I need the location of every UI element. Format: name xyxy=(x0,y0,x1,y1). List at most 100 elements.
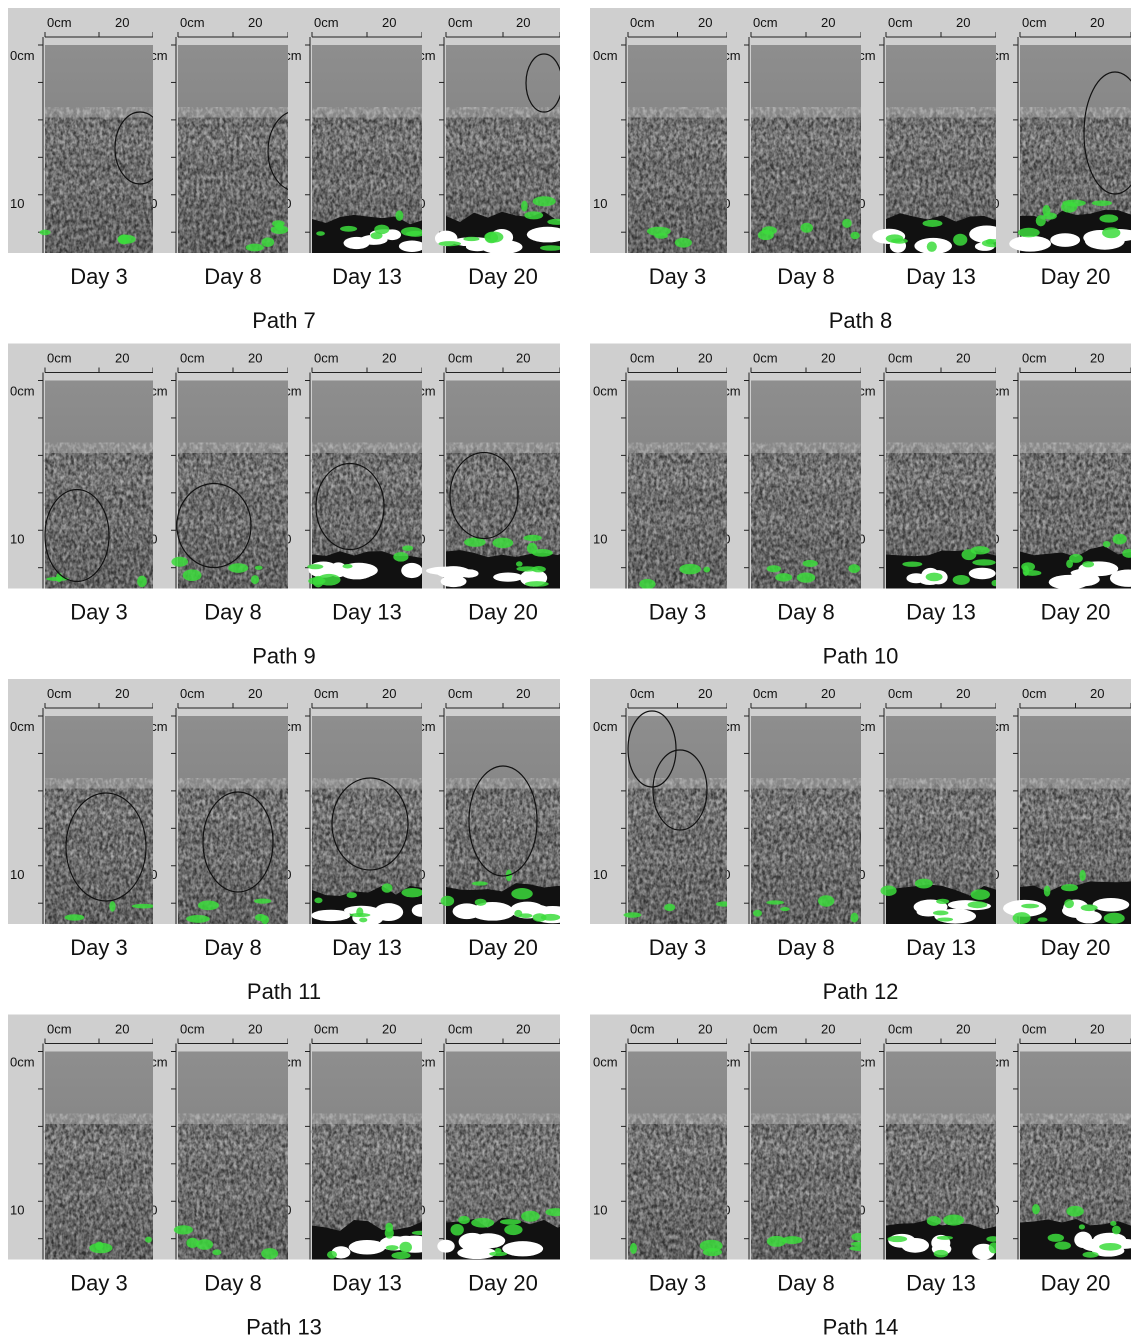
radargram-panel: 0cm 20 0cm 10 xyxy=(590,1014,727,1260)
radargram-panel: 0cm 20 0cm 10 xyxy=(422,679,560,924)
top-axis-label: 20 xyxy=(821,351,835,366)
green-blob xyxy=(254,913,267,922)
green-blob xyxy=(981,239,996,248)
top-axis-label: 0cm xyxy=(753,1022,778,1037)
left-axis-label: 10 xyxy=(593,1203,607,1218)
green-blob xyxy=(1099,214,1119,223)
green-blob xyxy=(902,561,923,567)
left-axis-label: 10 xyxy=(851,867,865,882)
top-axis-label: 20 xyxy=(821,15,835,30)
green-blob xyxy=(64,914,85,921)
left-axis-label: 0cm xyxy=(411,384,436,399)
radargram-panel: 0cm 20 0cm 10 xyxy=(861,8,996,253)
green-blob xyxy=(1054,1241,1071,1250)
green-blob xyxy=(474,898,487,906)
green-blob xyxy=(471,1217,495,1228)
green-blob xyxy=(932,910,949,916)
green-blob xyxy=(316,231,325,236)
green-blob xyxy=(1082,561,1095,568)
green-blob xyxy=(494,1247,502,1254)
day-label: Day 8 xyxy=(777,264,834,289)
top-axis-label: 0cm xyxy=(180,686,205,701)
green-blob xyxy=(516,566,538,572)
green-blob xyxy=(438,241,462,247)
green-blob xyxy=(850,231,860,240)
green-blob xyxy=(1043,212,1057,220)
noise-texture xyxy=(45,1113,153,1260)
bright-blob xyxy=(1109,569,1131,587)
left-axis-label: 0cm xyxy=(716,384,741,399)
left-axis-label: 0cm xyxy=(985,48,1010,63)
left-axis-label: 0cm xyxy=(985,719,1010,734)
top-axis-label: 20 xyxy=(821,686,835,701)
left-axis-label: 0cm xyxy=(10,719,35,734)
green-blob xyxy=(402,545,414,551)
radargram-panel: 0cm 20 0cm 10 xyxy=(288,1014,422,1260)
noise-texture xyxy=(45,442,153,589)
top-axis-label: 20 xyxy=(956,686,970,701)
green-blob xyxy=(514,909,523,918)
left-axis-label: 0cm xyxy=(143,384,168,399)
green-blob xyxy=(521,1210,540,1222)
left-axis-label: 10 xyxy=(716,867,730,882)
top-axis-label: 20 xyxy=(1090,351,1104,366)
bright-blob xyxy=(457,1246,497,1260)
top-axis-label: 20 xyxy=(115,686,129,701)
green-blob xyxy=(926,1216,941,1226)
top-axis-label: 0cm xyxy=(888,686,913,701)
green-blob xyxy=(186,915,210,923)
top-axis-label: 0cm xyxy=(448,1022,473,1037)
top-axis-label: 0cm xyxy=(47,351,72,366)
green-blob xyxy=(326,1250,338,1259)
day-label: Day 13 xyxy=(906,935,976,960)
green-blob xyxy=(523,534,542,542)
top-axis-label: 20 xyxy=(248,686,262,701)
top-axis-label: 20 xyxy=(698,351,712,366)
path-title: Path 7 xyxy=(252,308,316,333)
green-blob xyxy=(1091,200,1113,206)
bright-blob xyxy=(398,240,422,252)
day-label: Day 8 xyxy=(777,935,834,960)
top-axis-label: 20 xyxy=(115,1022,129,1037)
green-blob xyxy=(1112,533,1127,545)
top-axis-label: 0cm xyxy=(1022,686,1047,701)
top-axis-label: 0cm xyxy=(630,686,655,701)
left-axis-label: 0cm xyxy=(143,48,168,63)
green-blob xyxy=(1080,904,1098,912)
green-blob xyxy=(753,909,762,917)
green-blob xyxy=(518,913,533,919)
green-blob xyxy=(393,552,409,562)
radargram-panel: 0cm 20 0cm 10 xyxy=(288,343,422,589)
annotation-circle xyxy=(525,53,560,113)
top-axis-label: 20 xyxy=(698,15,712,30)
noise-texture xyxy=(751,778,861,924)
green-blob xyxy=(715,901,727,907)
bright-blob xyxy=(348,1240,386,1255)
top-axis-label: 0cm xyxy=(630,351,655,366)
green-blob xyxy=(646,226,671,236)
green-blob xyxy=(1037,917,1048,922)
green-blob xyxy=(1012,912,1031,924)
green-blob xyxy=(761,226,777,235)
noise-texture xyxy=(45,107,153,253)
left-axis-label: 10 xyxy=(985,867,999,882)
radargram-panel: 0cm 20 0cm 10 xyxy=(411,1014,560,1260)
left-axis-label: 10 xyxy=(411,1203,425,1218)
green-blob xyxy=(532,549,553,557)
green-blob xyxy=(1122,548,1131,558)
green-blob xyxy=(463,236,480,242)
left-axis-label: 0cm xyxy=(716,719,741,734)
path-title: Path 12 xyxy=(823,979,899,1004)
annotation-circle xyxy=(267,112,288,190)
day-label: Day 13 xyxy=(332,600,402,625)
top-axis-label: 0cm xyxy=(630,15,655,30)
day-label: Day 8 xyxy=(204,264,261,289)
top-axis-label: 20 xyxy=(382,686,396,701)
day-label: Day 20 xyxy=(1041,1271,1111,1296)
annotation-circle xyxy=(315,462,385,551)
green-blob xyxy=(922,219,943,227)
top-axis-label: 20 xyxy=(115,15,129,30)
path-title: Path 8 xyxy=(829,308,893,333)
day-label: Day 20 xyxy=(468,264,538,289)
